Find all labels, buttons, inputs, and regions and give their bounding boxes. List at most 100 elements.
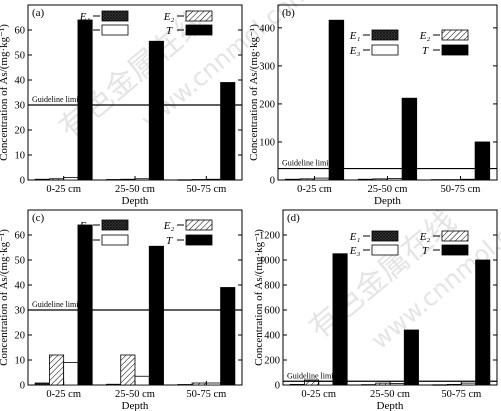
bar-diag-2 bbox=[446, 383, 462, 386]
bar-white-0 bbox=[63, 362, 79, 386]
bar-cross-2 bbox=[430, 179, 447, 181]
y-tick-label: 30 bbox=[15, 306, 26, 317]
legend-label: E₁ bbox=[349, 231, 361, 243]
bar-black-2 bbox=[220, 82, 236, 181]
legend-label: E₁ bbox=[349, 30, 361, 42]
y-tick-label: 50 bbox=[15, 256, 26, 267]
x-tick-label: 0-25 cm bbox=[301, 389, 336, 400]
legend-swatch bbox=[185, 24, 213, 36]
bar-black-0 bbox=[77, 19, 93, 181]
x-tick-label: 25-50 cm bbox=[370, 389, 410, 400]
y-tick-label: 10 bbox=[15, 356, 26, 367]
x-tick-label: 50-75 cm bbox=[441, 184, 481, 195]
bar-cross-0 bbox=[289, 383, 305, 386]
y-tick-label: 0 bbox=[20, 381, 25, 392]
y-tick-label: 20 bbox=[15, 331, 26, 342]
legend-swatch bbox=[101, 219, 129, 231]
panel-label: (c) bbox=[32, 212, 45, 224]
y-tick-label: 10 bbox=[15, 151, 26, 162]
x-tick-label: 25-50 cm bbox=[368, 184, 408, 195]
bar-black-1 bbox=[148, 245, 164, 386]
x-tick-label: 50-75 cm bbox=[186, 184, 226, 195]
legend-label: E₂ bbox=[419, 231, 431, 243]
bar-white-0 bbox=[63, 177, 79, 181]
chart-panel-1: 0 100 200 300 400 (b) Concentration of As/(mg·… bbox=[248, 4, 498, 207]
bar-white-1 bbox=[387, 178, 403, 181]
legend-label: E₂ bbox=[163, 220, 175, 232]
bar-diag-0 bbox=[299, 178, 315, 181]
bar-diag-1 bbox=[372, 178, 388, 181]
bar-white-1 bbox=[134, 375, 150, 386]
legend: E₁ E₂ E₃ T bbox=[79, 219, 213, 247]
legend-swatch bbox=[371, 244, 399, 256]
bar-diag-1 bbox=[120, 178, 136, 181]
panel-label: (b) bbox=[282, 7, 295, 19]
legend-swatch bbox=[441, 230, 469, 242]
y-tick-label: 400 bbox=[264, 331, 280, 342]
y-tick-label: 0 bbox=[20, 176, 25, 187]
legend: E₁ E₂ E₃ T bbox=[349, 230, 469, 257]
bar-cross-0 bbox=[34, 382, 50, 386]
y-tick-label: 100 bbox=[259, 137, 275, 148]
y-tick-label: 400 bbox=[259, 23, 275, 34]
y-tick-label: 30 bbox=[15, 101, 26, 112]
bar-cross-1 bbox=[361, 384, 377, 386]
bar-black-1 bbox=[148, 40, 164, 181]
x-axis-label: Depth bbox=[122, 195, 149, 207]
bar-cross-2 bbox=[432, 384, 448, 386]
legend-label: E₁ bbox=[79, 220, 91, 232]
bar-diag-2 bbox=[191, 179, 207, 181]
bar-black-2 bbox=[220, 287, 236, 386]
y-tick-label: 60 bbox=[15, 26, 26, 37]
legend-label: E₃ bbox=[79, 235, 91, 247]
chart-panel-3: 0 200 400 600 800 1000 1200 (d) Concentration of… bbox=[253, 209, 498, 411]
y-tick-label: 200 bbox=[259, 99, 275, 110]
y-tick-label: 800 bbox=[264, 281, 280, 292]
x-tick-label: 0-25 cm bbox=[46, 184, 81, 195]
bar-white-1 bbox=[134, 178, 150, 181]
legend-swatch bbox=[101, 24, 129, 36]
y-axis-label: Concentration of As/(mg·kg⁻¹) bbox=[0, 229, 10, 366]
legend-label: E₂ bbox=[419, 30, 431, 42]
bar-cross-1 bbox=[357, 178, 374, 181]
y-axis-label: Concentration of As/(mg·kg⁻¹) bbox=[0, 24, 10, 161]
bar-diag-1 bbox=[120, 354, 136, 386]
legend-swatch bbox=[441, 44, 469, 56]
x-tick-label: 25-50 cm bbox=[115, 389, 155, 400]
bar-black-0 bbox=[332, 253, 348, 386]
x-tick-label: 0-25 cm bbox=[297, 184, 332, 195]
bar-black-0 bbox=[77, 224, 93, 386]
panel-label: (a) bbox=[32, 7, 45, 19]
chart-panel-2: 0 10 20 30 40 50 60 (c) Concentration of As/(mg·… bbox=[0, 209, 243, 411]
y-tick-label: 300 bbox=[259, 61, 275, 72]
legend-swatch bbox=[371, 230, 399, 242]
bar-white-2 bbox=[205, 178, 221, 181]
bar-diag-0 bbox=[49, 354, 65, 386]
y-tick-label: 40 bbox=[15, 281, 26, 292]
legend-swatch bbox=[101, 234, 129, 246]
y-tick-label: 40 bbox=[15, 76, 26, 87]
legend: E₁ E₂ E₃ T bbox=[79, 10, 213, 37]
legend-label: E₁ bbox=[79, 11, 91, 23]
bar-white-2 bbox=[460, 382, 477, 386]
y-tick-label: 1000 bbox=[259, 256, 280, 267]
legend-label: T bbox=[422, 45, 429, 57]
y-tick-label: 0 bbox=[270, 176, 275, 187]
x-axis-label: Depth bbox=[377, 400, 404, 411]
guideline-label: Guideline limit bbox=[32, 300, 81, 309]
legend-label: E₃ bbox=[349, 45, 361, 57]
x-tick-label: 50-75 cm bbox=[441, 389, 481, 400]
legend-label: E₃ bbox=[349, 245, 361, 257]
legend-swatch bbox=[101, 10, 129, 22]
legend-label: T bbox=[422, 245, 429, 257]
legend-swatch bbox=[441, 244, 469, 256]
bar-cross-2 bbox=[177, 179, 193, 181]
legend-label: E₂ bbox=[163, 11, 175, 23]
legend-label: E₃ bbox=[79, 25, 91, 37]
guideline-label: Guideline limit bbox=[282, 159, 331, 168]
x-axis-label: Depth bbox=[122, 400, 149, 411]
y-tick-label: 0 bbox=[275, 381, 280, 392]
bar-cross-1 bbox=[106, 383, 122, 386]
bar-black-2 bbox=[475, 259, 491, 386]
